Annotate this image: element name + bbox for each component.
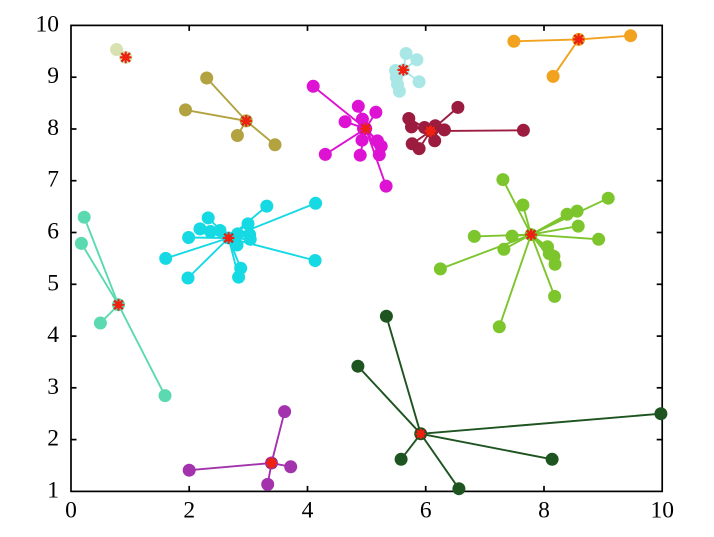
svg-text:1: 1 (47, 477, 59, 503)
svg-text:8: 8 (538, 498, 550, 524)
svg-text:4: 4 (302, 498, 314, 524)
svg-text:6: 6 (47, 219, 59, 245)
svg-text:9: 9 (47, 63, 59, 89)
svg-text:10: 10 (650, 498, 674, 524)
svg-text:3: 3 (47, 374, 59, 400)
svg-text:0: 0 (65, 498, 77, 524)
svg-text:5: 5 (47, 270, 59, 296)
svg-text:7: 7 (47, 167, 59, 193)
svg-text:8: 8 (47, 115, 59, 141)
svg-text:4: 4 (47, 322, 59, 348)
svg-text:2: 2 (183, 498, 195, 524)
svg-text:6: 6 (420, 498, 432, 524)
svg-text:10: 10 (36, 11, 60, 37)
svg-text:2: 2 (47, 426, 59, 452)
